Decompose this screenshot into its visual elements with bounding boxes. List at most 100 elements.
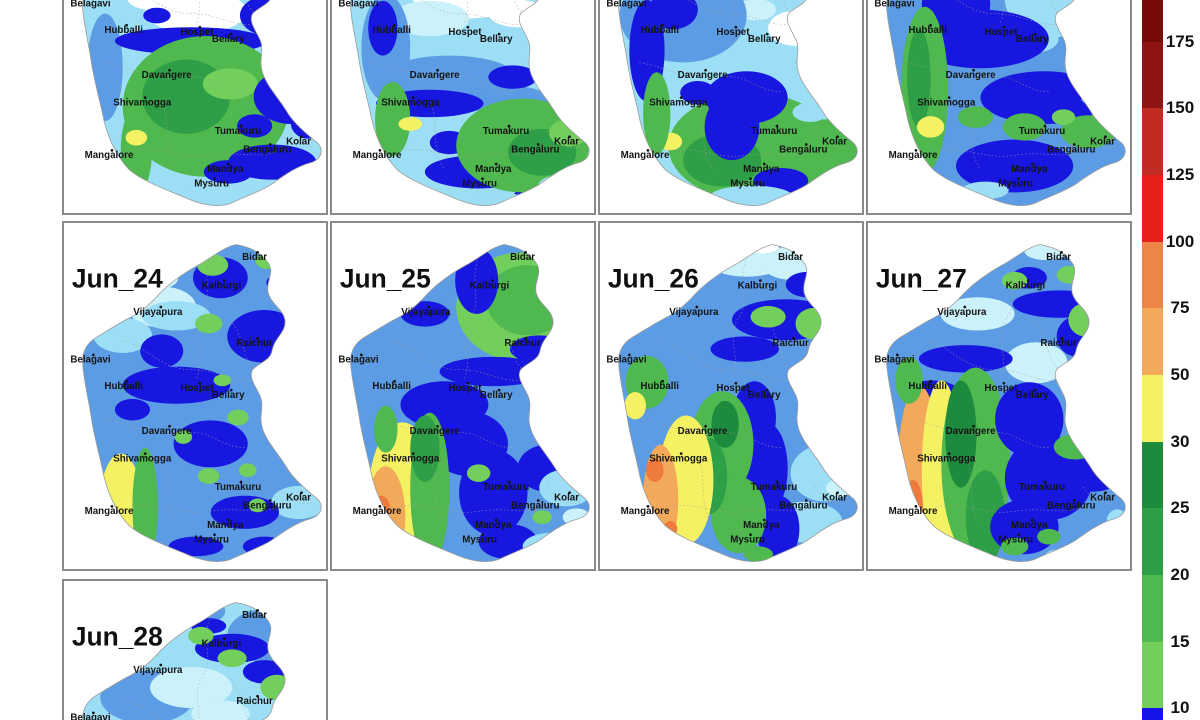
city-label-shivamogga: Shivamogga xyxy=(917,97,976,108)
city-dot-mysuru xyxy=(749,177,752,181)
panel-date-label: Jun_26 xyxy=(608,263,699,293)
city-label-mysuru: Mysuru xyxy=(194,535,229,546)
rain-contour-blob xyxy=(1056,265,1083,284)
rain-contour-blob xyxy=(237,180,292,203)
city-label-bidar: Bidar xyxy=(242,252,267,263)
rain-contour-blob xyxy=(711,477,767,554)
city-label-hubballi: Hubballi xyxy=(104,381,143,392)
rain-contour-blob xyxy=(248,498,267,513)
city-dot-tumakuru xyxy=(1043,480,1047,484)
city-label-kalburgi: Kalburgi xyxy=(738,280,778,291)
city-label-mangalore: Mangalore xyxy=(85,506,134,517)
city-dot-bellary xyxy=(497,388,501,392)
city-dot-davangere xyxy=(704,424,707,428)
rain-contour-blob xyxy=(957,106,994,128)
rain-contour-blob xyxy=(522,532,582,561)
rain-contour-blob xyxy=(643,72,671,155)
rain-contour-blob xyxy=(195,313,223,334)
city-label-kolar: Kolar xyxy=(554,137,579,148)
city-dot-mandya xyxy=(1030,162,1034,166)
district-boundary-line xyxy=(546,130,582,148)
rain-contour-blob xyxy=(711,400,739,448)
city-label-davangere: Davangere xyxy=(142,70,193,81)
city-dot-mysuru xyxy=(1017,533,1020,537)
rain-contour-blob xyxy=(956,139,1074,193)
rain-contour-blob xyxy=(792,102,828,123)
city-label-bengaluru: Bengaluru xyxy=(779,144,827,155)
rain-contour-blob xyxy=(486,265,569,336)
colorbar-tick-75: 75 xyxy=(1170,298,1190,317)
city-label-mangalore: Mangalore xyxy=(889,506,938,517)
city-label-kolar: Kolar xyxy=(1090,137,1115,148)
city-dot-vijayapura xyxy=(963,305,967,309)
city-dot-kolar xyxy=(568,135,571,139)
rain-contour-blob xyxy=(140,334,184,368)
map-fill-layers xyxy=(82,0,322,206)
city-dot-hospet xyxy=(466,381,470,385)
rain-contour-blob xyxy=(1099,429,1126,459)
city-label-tumakuru: Tumakuru xyxy=(1019,126,1066,137)
city-dot-kolar xyxy=(1104,491,1107,495)
district-boundary-line xyxy=(926,0,1064,25)
district-boundary-line xyxy=(936,149,1084,157)
rain-contour-blob xyxy=(916,116,945,138)
city-label-bellary: Bellary xyxy=(1016,390,1049,401)
rain-contour-blob xyxy=(731,299,840,341)
city-dot-hubballi xyxy=(929,23,932,27)
karnataka-map-jun-26: Bidar Kalburgi Vijayapura Raichur Belagavi Hu… xyxy=(606,244,858,562)
district-boundary-line xyxy=(965,101,981,171)
city-dot-davangere xyxy=(168,424,171,428)
karnataka-map-top-4: BidarKalburgiVijayapuraRaichurBelagaviHu… xyxy=(874,0,1126,206)
rain-contour-blob xyxy=(895,356,923,404)
colorbar-tick-15: 15 xyxy=(1170,632,1190,651)
district-boundary-line xyxy=(390,340,528,381)
map-fill-layers xyxy=(82,602,322,720)
panel-top-2: BidarKalburgiVijayapuraRaichurBelagaviHu… xyxy=(330,0,596,215)
rain-contour-blob xyxy=(122,366,231,404)
city-dot-mandya xyxy=(762,162,766,166)
city-dot-mangalore xyxy=(378,149,382,152)
city-dot-shivamogga xyxy=(679,96,683,99)
city-dot-hospet xyxy=(466,25,470,29)
city-label-shivamogga: Shivamogga xyxy=(113,453,172,464)
city-label-kolar: Kolar xyxy=(1090,493,1115,504)
city-label-davangere: Davangere xyxy=(410,426,461,437)
city-dot-tumakuru xyxy=(507,124,511,128)
rain-contour-blob xyxy=(168,536,224,557)
city-dot-bengaluru xyxy=(1072,143,1076,146)
city-dot-mysuru xyxy=(1017,177,1020,181)
city-dot-raichur xyxy=(256,336,259,340)
city-label-bengaluru: Bengaluru xyxy=(243,500,291,511)
rain-contour-blob xyxy=(710,336,779,362)
district-boundary-line xyxy=(371,62,513,93)
city-labels: Bidar Kalburgi Vijayapura Raichur Belagavi Hu… xyxy=(338,250,579,546)
city-label-mandya: Mandya xyxy=(207,520,244,531)
district-boundary-line xyxy=(390,0,528,25)
district-boundary-line xyxy=(429,457,445,527)
rain-contour-blob xyxy=(142,301,211,331)
district-boundary-line xyxy=(907,62,1049,93)
city-label-kolar: Kolar xyxy=(554,493,579,504)
city-dot-belagavi xyxy=(628,353,631,357)
rain-contour-blob xyxy=(410,415,440,482)
city-dot-davangere xyxy=(436,424,439,428)
state-boundary-outline xyxy=(886,0,1126,206)
district-boundary-line xyxy=(132,149,280,157)
state-boundary-outline xyxy=(618,244,858,562)
city-label-shivamogga: Shivamogga xyxy=(381,97,440,108)
city-dot-mysuru xyxy=(213,177,216,181)
rain-contour-blob xyxy=(242,536,286,557)
city-dot-tumakuru xyxy=(775,124,779,128)
city-label-bengaluru: Bengaluru xyxy=(779,500,827,511)
rain-contour-blob xyxy=(750,306,786,328)
city-dot-belagavi xyxy=(92,353,95,357)
colorbar-segment xyxy=(1142,508,1163,575)
district-boundary-line xyxy=(814,130,850,148)
rain-contour-blob xyxy=(237,114,273,138)
city-label-raichur: Raichur xyxy=(772,338,809,349)
city-label-bellary: Bellary xyxy=(480,390,513,401)
city-dot-mysuru xyxy=(213,533,216,537)
city-label-raichur: Raichur xyxy=(236,338,273,349)
rain-contour-blob xyxy=(470,192,526,206)
city-dot-bellary xyxy=(1033,388,1037,392)
